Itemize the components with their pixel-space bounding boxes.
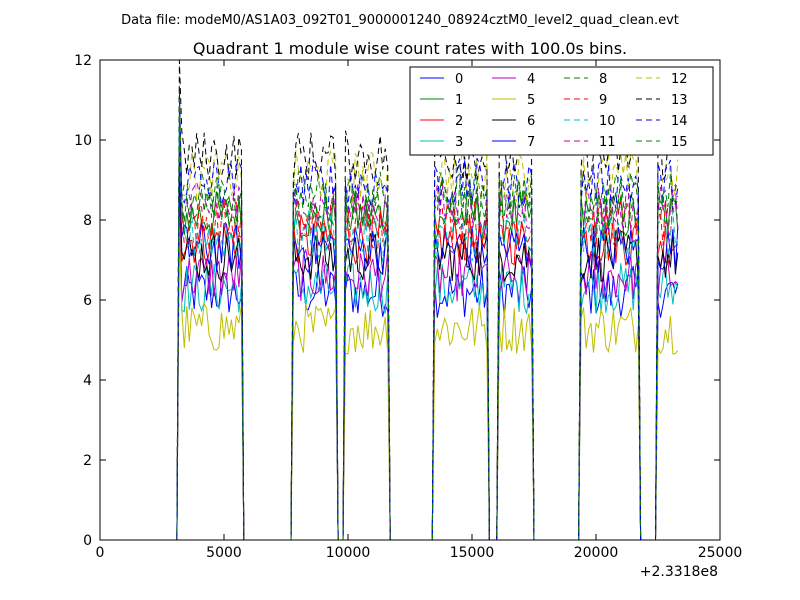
legend-label-10: 10 — [599, 114, 616, 129]
legend-label-15: 15 — [671, 135, 688, 150]
series-line-5 — [174, 229, 679, 540]
legend-label-13: 13 — [671, 93, 688, 108]
legend-label-5: 5 — [527, 93, 535, 108]
x-tick-label: 25000 — [698, 545, 743, 561]
legend-label-2: 2 — [455, 114, 463, 129]
legend-label-12: 12 — [671, 72, 688, 87]
series-line-7 — [174, 145, 679, 540]
series-line-11 — [174, 118, 679, 540]
y-tick-label: 2 — [83, 453, 92, 469]
series-line-9 — [174, 124, 679, 540]
y-tick-label: 8 — [83, 213, 92, 229]
legend-label-0: 0 — [455, 72, 463, 87]
x-offset-label: +2.3318e8 — [640, 564, 718, 580]
y-tick-label: 0 — [83, 533, 92, 549]
legend-label-9: 9 — [599, 93, 607, 108]
series-line-15 — [174, 99, 679, 540]
legend-label-11: 11 — [599, 135, 616, 150]
y-tick-label: 12 — [74, 53, 92, 69]
legend-label-1: 1 — [455, 93, 463, 108]
series-line-0 — [174, 188, 679, 540]
series-line-3 — [174, 189, 679, 540]
chart-title: Quadrant 1 module wise count rates with … — [193, 39, 627, 58]
legend-label-14: 14 — [671, 114, 688, 129]
x-tick-label: 5000 — [206, 545, 242, 561]
legend-label-4: 4 — [527, 72, 535, 87]
legend-label-6: 6 — [527, 114, 535, 129]
x-tick-label: 0 — [96, 545, 105, 561]
x-tick-label: 15000 — [450, 545, 495, 561]
legend-label-7: 7 — [527, 135, 535, 150]
legend-label-8: 8 — [599, 72, 607, 87]
legend-label-3: 3 — [455, 135, 463, 150]
x-tick-label: 20000 — [574, 545, 619, 561]
series-line-14 — [174, 91, 679, 540]
series-line-8 — [174, 97, 679, 540]
y-tick-label: 10 — [74, 133, 92, 149]
x-tick-label: 10000 — [326, 545, 371, 561]
series-line-1 — [174, 105, 679, 540]
series-line-2 — [174, 148, 679, 540]
suptitle: Data file: modeM0/AS1A03_092T01_90000012… — [121, 13, 679, 28]
series-line-6 — [174, 165, 679, 540]
y-tick-label: 6 — [83, 293, 92, 309]
legend-box — [409, 66, 714, 156]
y-tick-label: 4 — [83, 373, 92, 389]
